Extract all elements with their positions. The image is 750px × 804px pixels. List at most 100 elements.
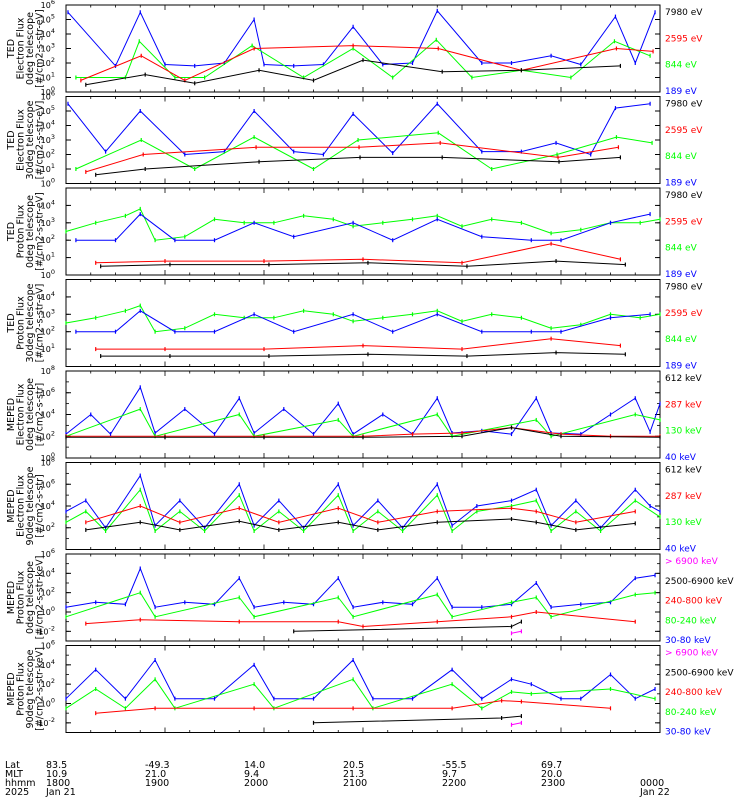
y-axis-label: MEPED <box>6 672 17 705</box>
legend-entry: 2500-6900 keV <box>665 577 734 587</box>
y-tick-label: 106 <box>41 547 55 559</box>
series-line <box>66 427 661 438</box>
y-tick-exponent: 6 <box>51 547 55 555</box>
series-line <box>75 213 651 241</box>
footer-value: 2000 <box>244 778 268 789</box>
y-tick-base: 10 <box>41 328 51 337</box>
legend-entry: 2500-6900 keV <box>665 668 734 678</box>
y-tick-exponent: 0 <box>51 85 55 93</box>
y-tick-base: 10 <box>41 201 51 210</box>
series-line <box>95 156 621 176</box>
y-tick-label: 104 <box>41 27 55 39</box>
legend-entry: 7980 eV <box>665 191 703 201</box>
y-axis-label: Electron Flux <box>16 383 27 445</box>
y-tick-label: 103 <box>41 42 55 54</box>
legend-entry: 240-800 keV <box>665 597 723 607</box>
y-tick-label: 106 <box>41 0 55 10</box>
legend-entry: 844 eV <box>665 244 698 254</box>
y-tick-exponent: 6 <box>51 477 55 485</box>
y-tick-label: 108 <box>41 364 55 376</box>
y-tick-exponent: 4 <box>51 290 55 298</box>
y-tick-exponent: 3 <box>51 307 55 315</box>
legend-entry: > 6900 keV <box>665 557 719 567</box>
y-axis-label: 0deg telescope <box>25 195 36 268</box>
legend-entry: 189 eV <box>665 362 698 372</box>
y-axis-label: Electron Flux <box>16 109 27 171</box>
y-tick-exponent: 0 <box>51 268 55 276</box>
y-tick-exponent: 3 <box>51 133 55 141</box>
y-tick-exponent: 4 <box>51 119 55 127</box>
legend-entry: 612 keV <box>665 374 702 384</box>
y-tick-base: 10 <box>41 524 51 533</box>
y-axis-label: MEPED <box>6 489 17 522</box>
y-tick-exponent: 3 <box>51 42 55 50</box>
series-line <box>511 630 522 634</box>
footer-value: 2300 <box>541 778 565 789</box>
series-line <box>65 678 656 709</box>
y-axis-label: 90deg telescope <box>25 649 36 728</box>
legend-entry: 30-80 keV <box>665 636 711 646</box>
y-tick-base: 10 <box>41 59 51 68</box>
y-tick-exponent: 2 <box>51 325 55 333</box>
series-line <box>66 427 660 437</box>
y-tick-base: 10 <box>41 107 51 116</box>
y-axis-label: Proton Flux <box>16 662 27 716</box>
footer-value: -49.3 <box>145 760 170 771</box>
series-line <box>313 715 522 724</box>
y-axis-label: [#/cm2-s-str-keV] <box>35 556 46 640</box>
y-tick-base: 10 <box>41 680 51 689</box>
y-tick-label: 104 <box>41 290 55 302</box>
y-tick-exponent: 2 <box>51 586 55 594</box>
y-axis-label: 30deg telescope <box>25 283 36 362</box>
legend-entry: 844 eV <box>665 61 698 71</box>
footer-value: Jan 22 <box>639 787 670 798</box>
legend-entry: 7980 eV <box>665 8 703 18</box>
y-tick-label: 102 <box>41 429 55 441</box>
y-tick-base: 10 <box>41 74 51 83</box>
y-tick-base: 10 <box>41 219 51 228</box>
y-tick-exponent: 0 <box>51 605 55 613</box>
y-axis-label: [#/cm2-s-str-eV] <box>35 192 46 271</box>
y-tick-label: 101 <box>41 342 55 354</box>
y-tick-base: 10 <box>41 165 51 174</box>
y-tick-label: 106 <box>41 639 55 651</box>
y-tick-exponent: 2 <box>51 521 55 529</box>
footer-row-label: MLT <box>5 769 23 780</box>
y-axis-label: Proton Flux <box>16 570 27 624</box>
y-tick-base: 10 <box>41 345 51 354</box>
y-tick-exponent: 6 <box>51 0 55 6</box>
y-axis-label: 0deg telescope <box>25 12 36 85</box>
footer-value: 10.9 <box>46 769 67 780</box>
y-tick-base: 10 <box>41 88 51 97</box>
series-line <box>100 352 626 357</box>
footer-value: 1900 <box>145 778 169 789</box>
y-tick-base: 10 <box>41 151 51 160</box>
y-tick-base: 10 <box>41 459 51 468</box>
y-tick-label: 101 <box>41 162 55 174</box>
y-tick-exponent: 1 <box>51 71 55 79</box>
y-tick-label: 105 <box>41 104 55 116</box>
y-tick-base: 10 <box>41 661 51 670</box>
y-axis-label: Electron Flux <box>16 17 27 79</box>
y-tick-base: 10 <box>41 180 51 189</box>
legend-entry: 287 keV <box>665 400 702 410</box>
y-tick-exponent: 2 <box>51 233 55 241</box>
series-line <box>85 518 636 531</box>
y-tick-label: 104 <box>41 499 55 511</box>
y-tick-base: 10 <box>41 642 51 651</box>
footer-value: 14.0 <box>244 760 265 771</box>
y-tick-base: 10 <box>41 236 51 245</box>
legend-entry: 7980 eV <box>665 283 703 293</box>
y-tick-base: 10 <box>41 411 51 420</box>
y-tick-label: 102 <box>41 325 55 337</box>
y-tick-exponent: 6 <box>51 639 55 647</box>
y-tick-base: 10 <box>41 502 51 511</box>
y-axis-label: 0deg telescope <box>25 378 36 451</box>
legend-entry: 2595 eV <box>665 309 703 319</box>
y-tick-base: 10 <box>41 700 51 709</box>
y-tick-label: 106 <box>41 386 55 398</box>
y-tick-label: 104 <box>41 119 55 131</box>
y-tick-label: 108 <box>41 456 55 468</box>
y-tick-base: 10 <box>41 589 51 598</box>
y-axis-label: Proton Flux <box>16 296 27 350</box>
